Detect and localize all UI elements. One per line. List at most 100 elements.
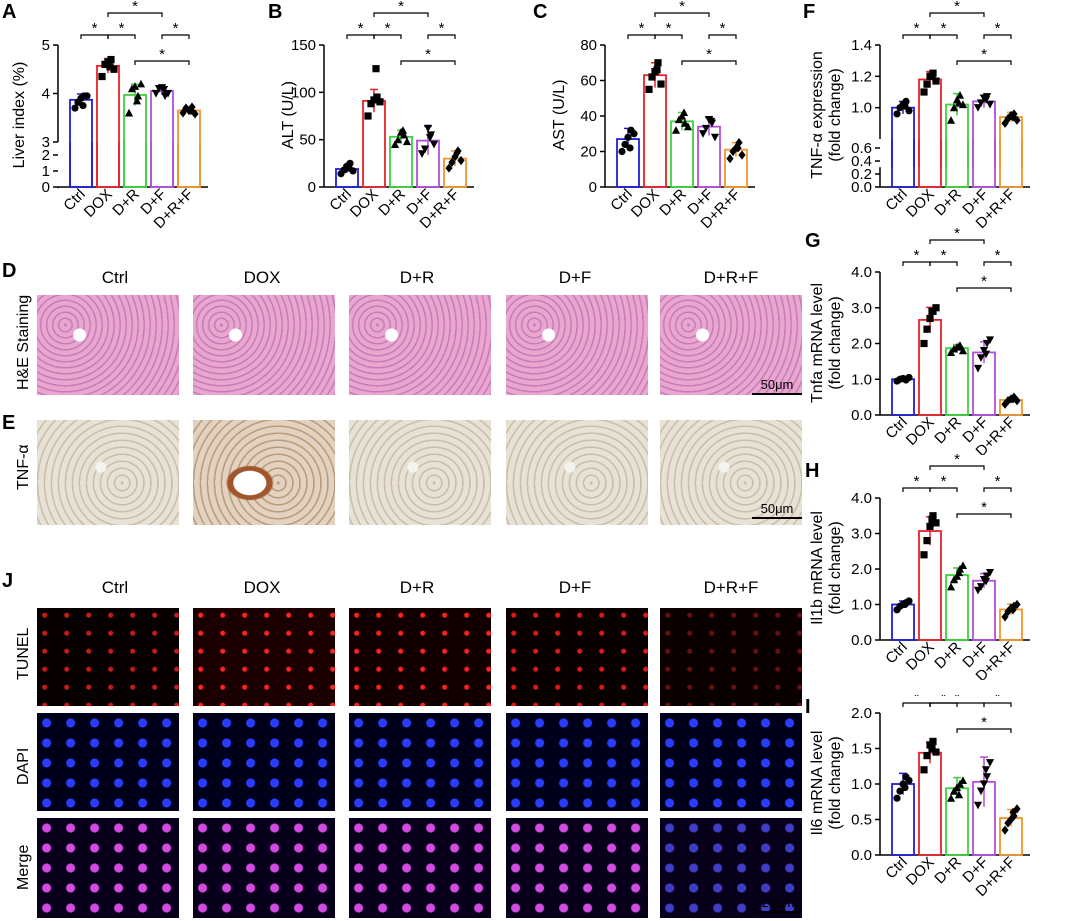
bar-d+f	[150, 90, 174, 188]
row-label-tunel: TUNEL	[15, 627, 32, 680]
data-point	[926, 522, 934, 530]
scale-bar-tnf: 50μm	[752, 501, 802, 519]
y-tick-label: 0.2	[851, 166, 872, 183]
data-point	[955, 91, 965, 99]
micrograph-tunel-d+r+f	[660, 608, 802, 706]
data-point	[706, 117, 716, 126]
data-point	[626, 144, 634, 152]
micrograph-he-ctrl	[37, 295, 179, 395]
y-tick-label: 0.5	[851, 812, 872, 829]
sig-bracket	[929, 261, 958, 266]
data-point	[893, 794, 901, 802]
x-tick-label: D+R	[931, 186, 965, 220]
micrograph-tunel-d+r	[349, 608, 491, 706]
y-tick-label: 3.0	[851, 300, 872, 317]
data-point	[130, 82, 140, 90]
x-tick-label: D+R	[375, 186, 409, 220]
micrograph-he-d+r+f	[660, 295, 802, 395]
sig-star: *	[119, 20, 125, 37]
scale-bar-he: 50μm	[752, 377, 802, 395]
y-tick-label: 1.5	[851, 741, 872, 758]
y-axis-label: TNF-α expression	[809, 51, 826, 179]
panel-letter-j: J	[2, 570, 14, 592]
header-drf: D+R+F	[703, 268, 759, 287]
y-axis-label: Il6 mRNA level	[809, 731, 826, 836]
data-point	[923, 325, 931, 333]
data-point	[188, 102, 196, 112]
data-point	[738, 150, 746, 160]
panel-letter-g: G	[805, 230, 821, 252]
panel-letter-a: A	[2, 1, 16, 23]
data-point	[932, 519, 940, 527]
sig-bracket	[654, 34, 683, 39]
sig-bracket	[681, 60, 737, 65]
y-tick-label: 1.4	[851, 37, 872, 54]
data-point	[905, 107, 913, 115]
sig-bracket	[983, 702, 1012, 707]
data-point	[901, 375, 909, 383]
data-point	[698, 130, 708, 138]
bar-dox	[96, 64, 120, 188]
data-point	[946, 116, 956, 124]
data-point	[928, 744, 936, 753]
chart-il6-mrna: I 0.0 0.5 1.0 1.5 2.0 Il6 mRNA level (fold chan…	[805, 695, 1030, 900]
data-point	[453, 148, 461, 158]
data-point	[376, 98, 384, 106]
micrograph-tunel-d+f	[506, 608, 648, 706]
sig-star: *	[995, 247, 1001, 264]
header-dox: DOX	[243, 268, 281, 287]
y-tick-label: 1	[42, 163, 50, 180]
data-point	[364, 112, 372, 120]
y-tick-label: 2.0	[851, 336, 872, 353]
row-label-he: H&E Staining	[15, 294, 32, 390]
micrograph-merge-dox	[193, 818, 335, 918]
sig-star: *	[995, 20, 1001, 37]
x-tick-label: D+R	[109, 186, 143, 220]
panel-letter-d: D	[2, 260, 17, 282]
x-tick-label: D+R	[931, 854, 965, 888]
header-j-df: D+F	[558, 578, 592, 597]
data-point	[71, 104, 79, 112]
data-point	[946, 582, 956, 591]
bar-ctrl	[69, 98, 93, 188]
data-point	[981, 350, 991, 359]
row-label-dapi: DAPI	[15, 747, 32, 785]
y-axis-label-2: (fold change)	[827, 68, 844, 161]
x-tick-label: DOX	[347, 186, 382, 221]
panel-letter-f: F	[803, 1, 815, 23]
bar-d+f	[972, 100, 996, 188]
data-point	[932, 748, 940, 756]
y-axis-label: Il1b mRNA level	[809, 511, 826, 625]
y-tick-label: 80	[580, 37, 597, 54]
y-tick-label: 2.0	[851, 561, 872, 578]
sig-star: *	[981, 273, 987, 290]
sig-bracket	[161, 34, 190, 39]
data-point	[954, 790, 964, 799]
data-point	[954, 568, 964, 577]
data-point	[958, 561, 968, 570]
sig-star: *	[439, 20, 445, 37]
data-point	[448, 157, 456, 167]
data-point	[954, 98, 964, 107]
sig-bracket	[654, 12, 710, 17]
data-point	[920, 88, 928, 96]
sig-bracket	[373, 12, 429, 17]
header-j-dox: DOX	[243, 578, 281, 597]
chart-tnf-expression: F 0.00.20.40.6 1.0 1.2 1.4 TNF-α expression (f…	[803, 0, 1030, 232]
bar-d+r	[945, 574, 969, 641]
y-tick-label: 60	[580, 73, 597, 90]
data-point	[982, 773, 992, 781]
x-tick-label: DOX	[628, 186, 663, 221]
sig-star: *	[679, 0, 685, 15]
micrograph-tnf-d+r+f	[660, 420, 802, 525]
sig-bracket	[956, 513, 1012, 518]
data-point	[985, 568, 995, 577]
bar-d+r	[123, 94, 147, 188]
header-j-dr: D+R	[399, 578, 435, 597]
data-point	[949, 103, 959, 112]
data-point	[958, 776, 968, 785]
data-point	[981, 96, 991, 104]
data-point	[929, 737, 937, 745]
y-axis-label: AST (U/L)	[551, 80, 568, 151]
